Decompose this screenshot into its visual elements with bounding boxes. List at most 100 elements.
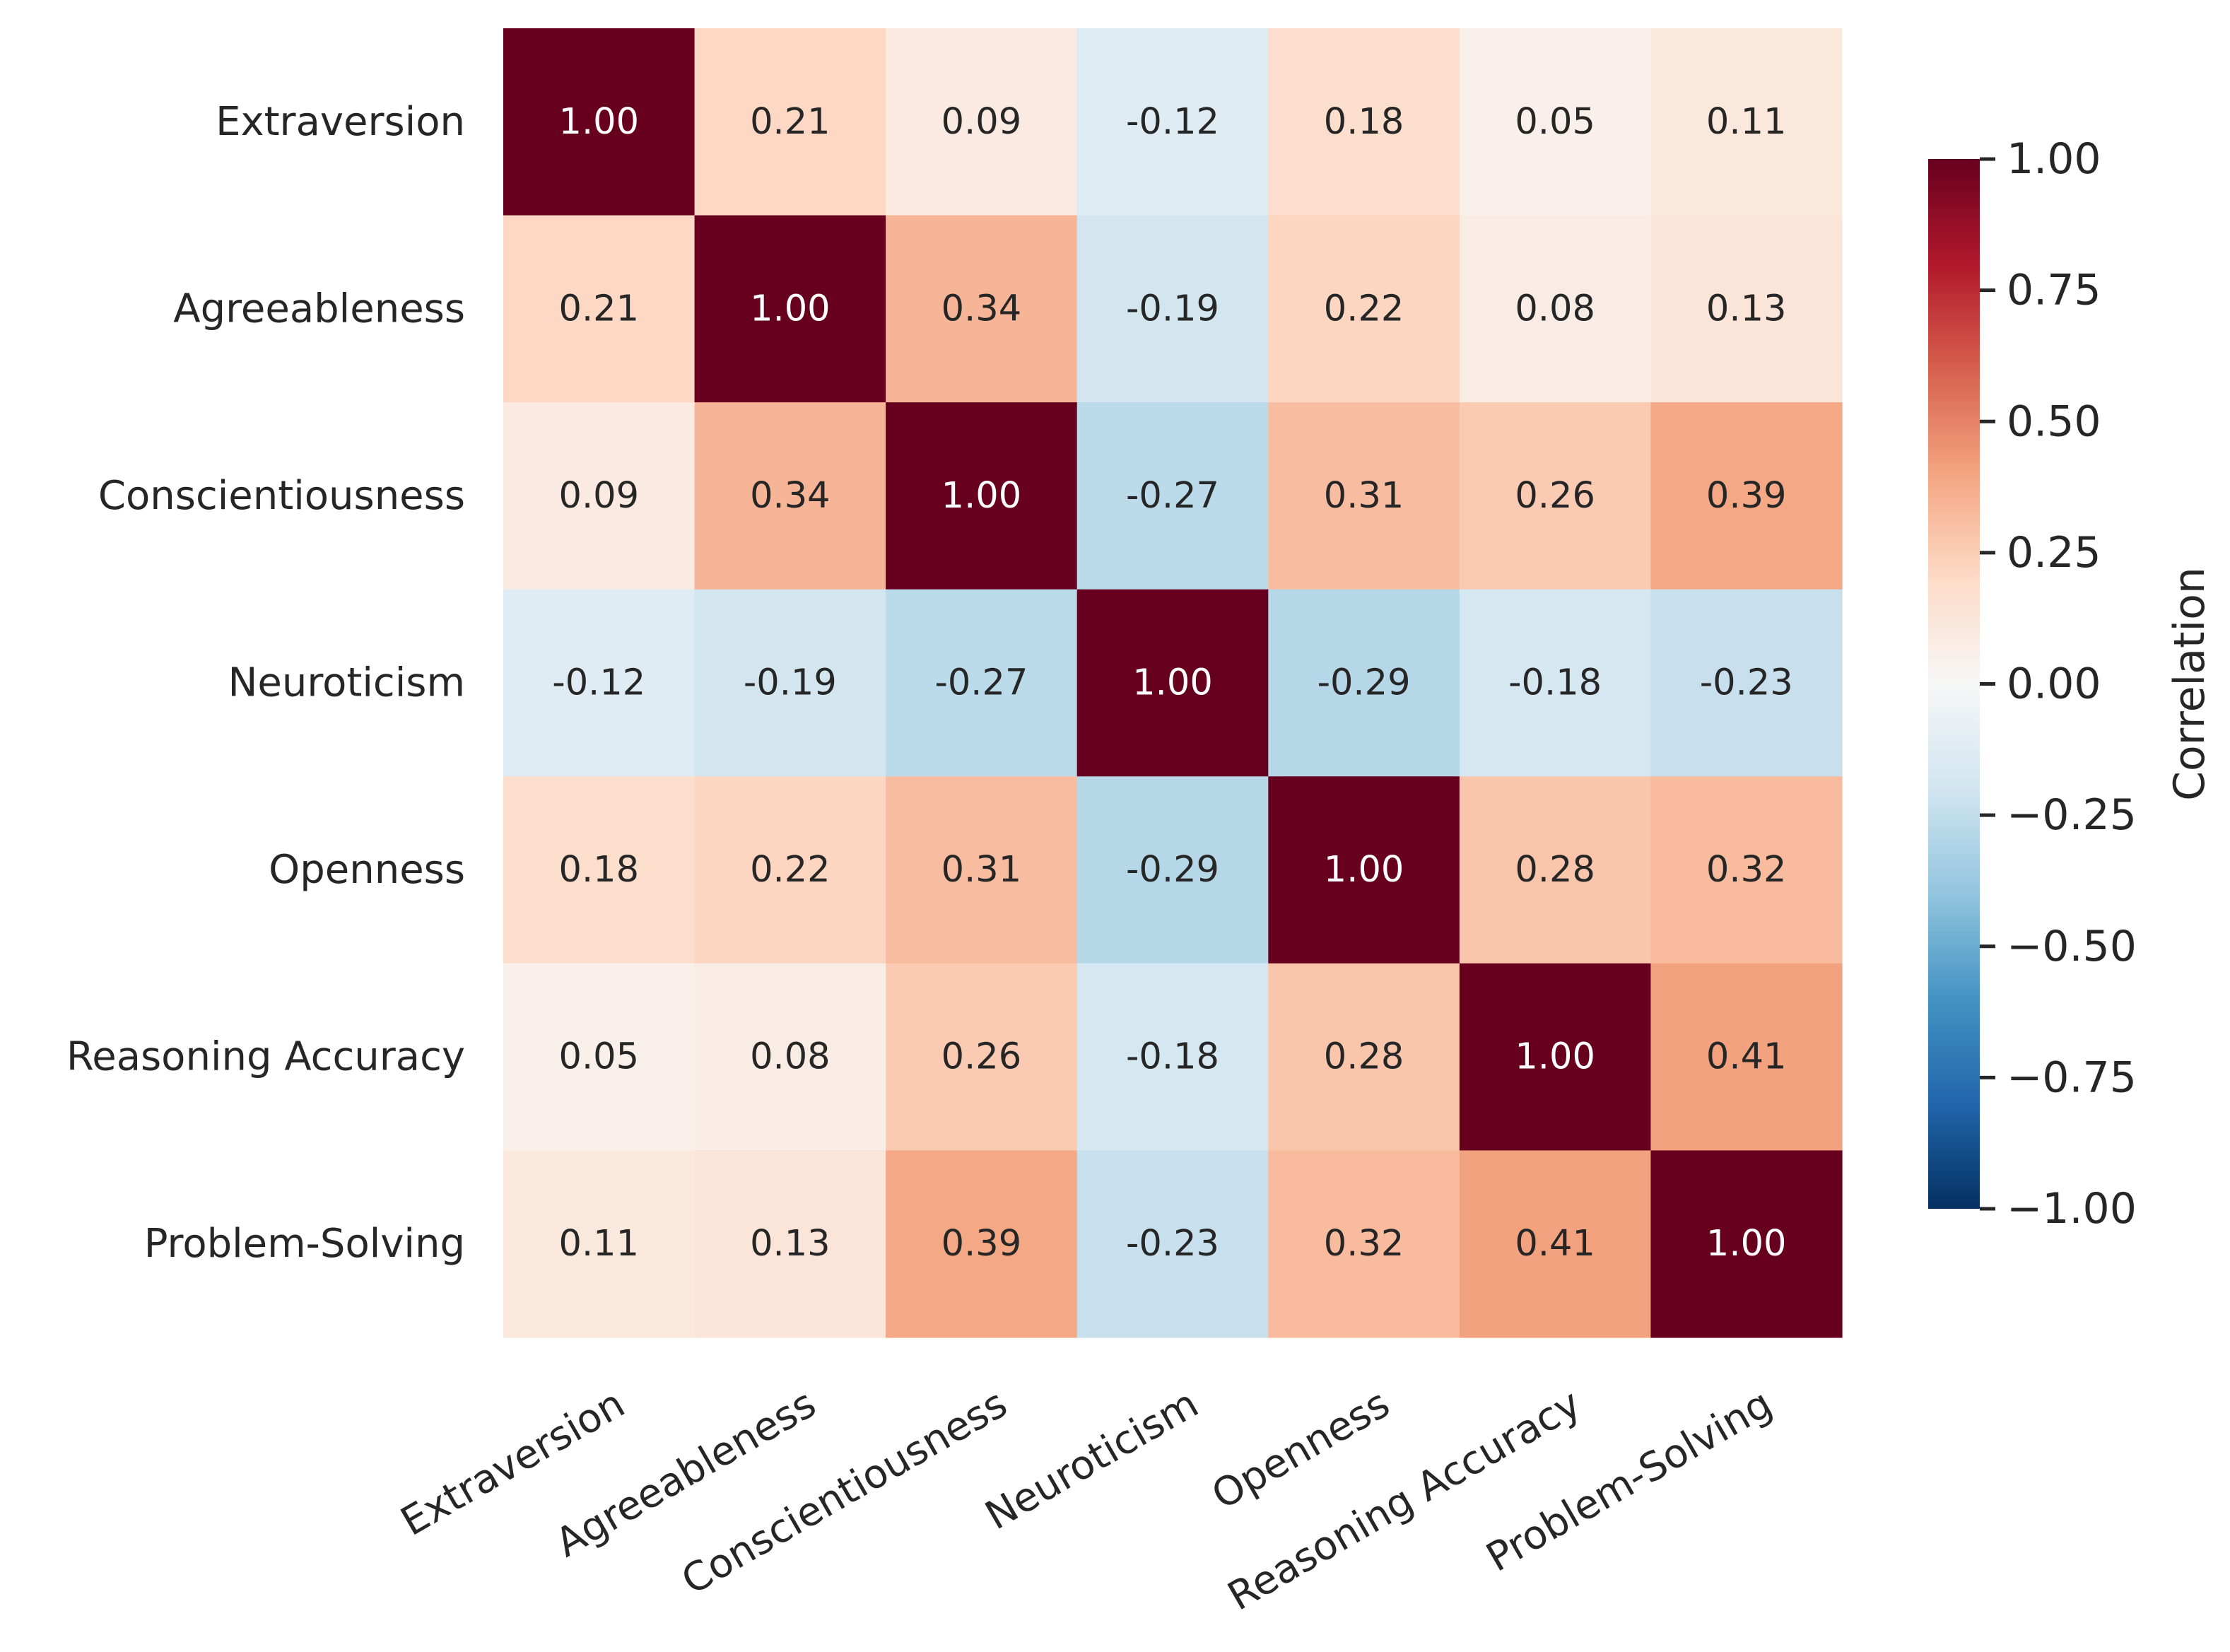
cell-value-label: -0.12 <box>552 662 645 704</box>
cell-value-label: 1.00 <box>1324 849 1404 891</box>
heatmap-cell <box>503 215 696 403</box>
col-labels: ExtraversionAgreeablenessConscientiousne… <box>394 1381 1780 1619</box>
heatmap-cell <box>886 28 1078 216</box>
cell-value-label: 0.39 <box>1706 475 1787 517</box>
heatmap-cell <box>1268 215 1460 403</box>
col-label: Neuroticism <box>978 1381 1206 1539</box>
heatmap-cell <box>1650 1150 1843 1338</box>
cell-value-label: 0.34 <box>750 475 831 517</box>
heatmap-cell <box>1650 589 1843 777</box>
heatmap-cell <box>1459 28 1652 216</box>
heatmap-cell <box>694 589 886 777</box>
cell-value-label: -0.19 <box>1126 288 1219 329</box>
heatmap-cell <box>1076 402 1269 590</box>
heatmap-cell <box>1459 776 1652 964</box>
cell-value-label: 0.32 <box>1706 849 1787 891</box>
colorbar-tick-label: −1.00 <box>2007 1184 2137 1234</box>
cell-value-label: 0.34 <box>941 288 1022 329</box>
heatmap-cell <box>1076 963 1269 1152</box>
heatmap-cell <box>886 589 1078 777</box>
cell-value-label: -0.18 <box>1508 662 1602 704</box>
cell-value-label: -0.18 <box>1126 1036 1219 1078</box>
heatmap-cell <box>1650 963 1843 1152</box>
cell-value-label: 0.31 <box>941 849 1022 891</box>
cell-value-label: 0.26 <box>941 1036 1022 1078</box>
row-label: Conscientiousness <box>98 473 465 519</box>
colorbar-gradient <box>1928 159 1980 1209</box>
cell-value-label: 0.09 <box>559 475 640 517</box>
row-label: Agreeableness <box>173 286 465 332</box>
heatmap-cell <box>1268 1150 1460 1338</box>
cell-value-label: 0.18 <box>559 849 640 891</box>
heatmap-cell <box>886 963 1078 1152</box>
row-label: Reasoning Accuracy <box>66 1034 465 1080</box>
heatmap-cell <box>1076 776 1269 964</box>
heatmap-cell <box>1268 589 1460 777</box>
heatmap-cell <box>1459 589 1652 777</box>
cell-value-label: 0.13 <box>1706 288 1787 329</box>
heatmap-cell <box>1076 1150 1269 1338</box>
heatmap-cell <box>503 776 696 964</box>
heatmap-cell <box>503 28 696 216</box>
heatmap-cell <box>694 215 886 403</box>
cell-value-label: 1.00 <box>941 475 1022 517</box>
cell-value-label: 0.22 <box>750 849 831 891</box>
cell-value-label: 0.11 <box>559 1223 640 1265</box>
heatmap-cell <box>694 963 886 1152</box>
colorbar-tick-label: 0.25 <box>2007 528 2101 578</box>
heatmap-cell <box>1268 28 1460 216</box>
heatmap-cell <box>503 589 696 777</box>
cell-value-label: 0.08 <box>750 1036 831 1078</box>
colorbar-tick-label: 1.00 <box>2007 134 2101 184</box>
heatmap-cell <box>1650 776 1843 964</box>
colorbar-tick-label: 0.50 <box>2007 397 2101 446</box>
cell-value-label: 0.22 <box>1324 288 1404 329</box>
heatmap-cell <box>1459 963 1652 1152</box>
col-label: Reasoning Accuracy <box>1220 1381 1588 1619</box>
heatmap-cell <box>886 402 1078 590</box>
cell-value-label: 0.41 <box>1706 1036 1787 1078</box>
row-label: Openness <box>269 847 465 893</box>
cell-value-label: -0.29 <box>1318 662 1411 704</box>
heatmap-cell <box>1459 1150 1652 1338</box>
col-label: Conscientiousness <box>674 1381 1015 1604</box>
cell-value-label: 0.32 <box>1324 1223 1404 1265</box>
heatmap-cell <box>1268 402 1460 590</box>
colorbar-label: Correlation <box>2165 567 2214 801</box>
cell-value-label: 0.05 <box>1515 101 1595 143</box>
heatmap-cell <box>694 776 886 964</box>
cell-value-label: -0.12 <box>1126 101 1219 143</box>
heatmap-cell <box>503 402 696 590</box>
heatmap-cell <box>1076 589 1269 777</box>
cell-value-label: 0.39 <box>941 1223 1022 1265</box>
cell-value-label: 0.11 <box>1706 101 1787 143</box>
colorbar-tick-label: −0.50 <box>2007 922 2137 971</box>
cell-value-label: -0.19 <box>744 662 837 704</box>
cell-value-label: 0.18 <box>1324 101 1404 143</box>
cell-value-label: 1.00 <box>559 101 640 143</box>
cell-value-label: 1.00 <box>1515 1036 1595 1078</box>
row-label: Neuroticism <box>228 660 465 706</box>
colorbar-tick-label: 0.75 <box>2007 266 2101 315</box>
cell-value-label: 0.13 <box>750 1223 831 1265</box>
heatmap-cell <box>1650 28 1843 216</box>
cell-value-label: -0.27 <box>1126 475 1219 517</box>
heatmap-cell <box>1268 963 1460 1152</box>
cell-value-label: -0.29 <box>1126 849 1219 891</box>
row-label: Problem-Solving <box>144 1221 465 1267</box>
heatmap-cell <box>694 1150 886 1338</box>
colorbar-tick-label: −0.25 <box>2007 790 2137 840</box>
cell-value-label: 0.26 <box>1515 475 1595 517</box>
heatmap-cell <box>1650 215 1843 403</box>
heatmap-cell <box>886 1150 1078 1338</box>
cell-value-label: 0.09 <box>941 101 1022 143</box>
cell-value-label: 0.28 <box>1515 849 1595 891</box>
cell-value-label: 1.00 <box>1132 662 1213 704</box>
cell-value-label: 0.31 <box>1324 475 1404 517</box>
heatmap-cell <box>503 1150 696 1338</box>
heatmap-cell <box>503 963 696 1152</box>
row-label: Extraversion <box>216 99 465 145</box>
colorbar: 1.00 0.75 0.50 0.25 0.00 −0.25 −0.50 −0.75 −1.00… <box>1928 134 2214 1234</box>
cell-value-label: 0.05 <box>559 1036 640 1078</box>
